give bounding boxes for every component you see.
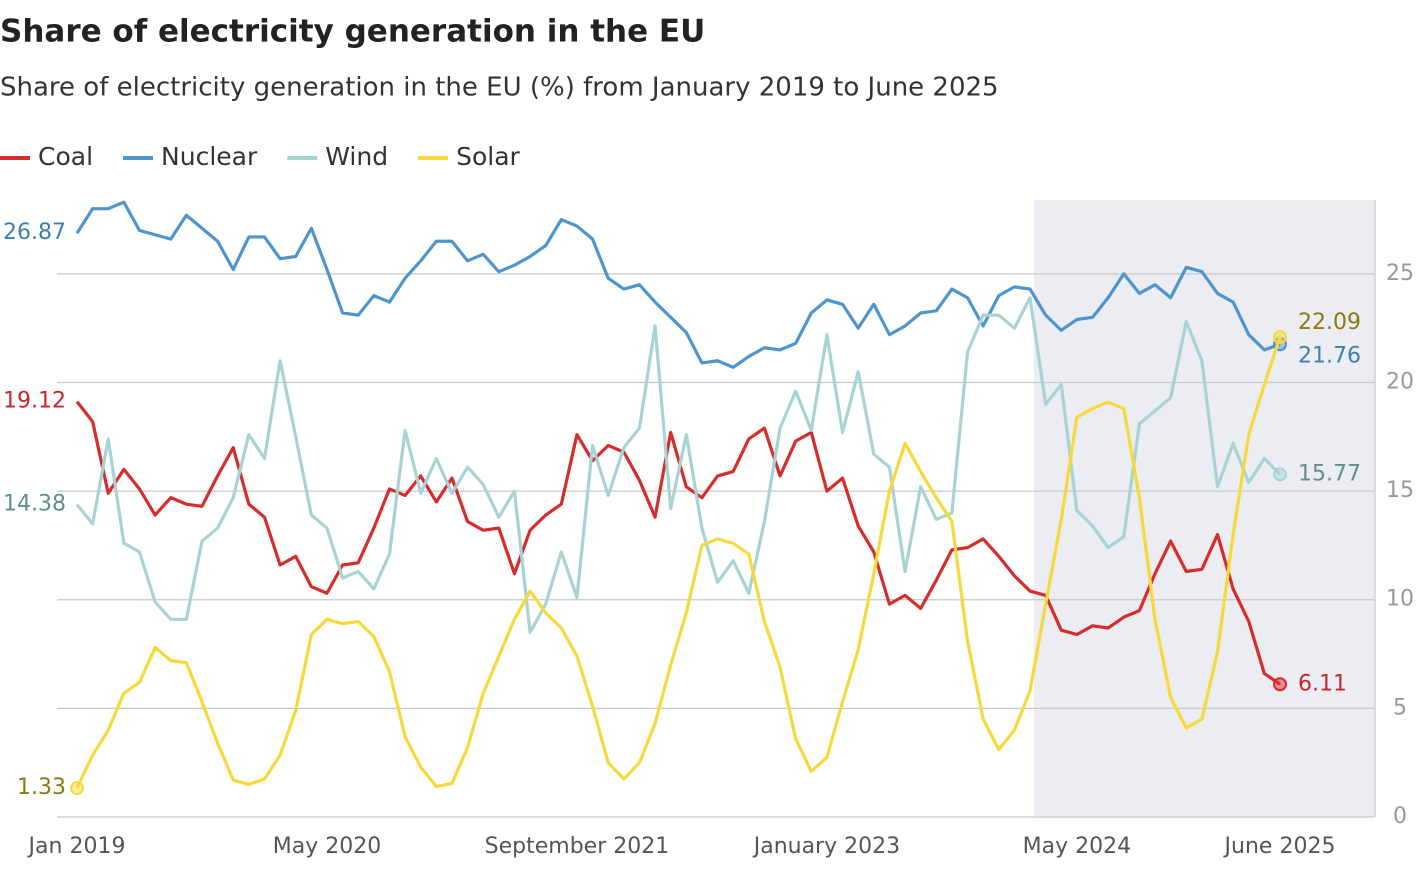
legend-label: Nuclear xyxy=(161,142,258,171)
labels: 0 5 10 15 20 25 Jan 2019 May 2020 September 2021… xyxy=(3,220,1414,859)
plot xyxy=(70,200,1287,796)
x-tick-label: May 2020 xyxy=(273,834,381,859)
y-tick-label: 25 xyxy=(1386,261,1414,286)
highlight-band xyxy=(1034,200,1375,817)
legend-label: Solar xyxy=(456,142,520,171)
x-tick-label: May 2024 xyxy=(1023,834,1131,859)
grid xyxy=(57,200,1376,818)
end-label: 21.76 xyxy=(1298,343,1361,368)
x-tick-label: January 2023 xyxy=(752,834,900,859)
series-line xyxy=(75,400,1281,686)
legend-label: Wind xyxy=(325,142,388,171)
x-tick-label: Jan 2019 xyxy=(27,834,126,859)
y-tick-label: 15 xyxy=(1386,478,1414,503)
y-tick-label: 5 xyxy=(1393,695,1407,720)
start-label: 14.38 xyxy=(3,492,66,517)
chart-subtitle: Share of electricity generation in the E… xyxy=(0,73,999,103)
start-label: 26.87 xyxy=(3,220,66,245)
end-label: 6.11 xyxy=(1298,671,1347,696)
end-label: 15.77 xyxy=(1298,461,1361,486)
end-marker xyxy=(1273,677,1287,692)
legend-label: Coal xyxy=(38,142,93,171)
chart-title: Share of electricity generation in the E… xyxy=(0,14,705,50)
x-tick-label: June 2025 xyxy=(1223,834,1336,859)
start-marker xyxy=(70,781,84,796)
start-label: 19.12 xyxy=(3,389,66,414)
x-tick-label: September 2021 xyxy=(485,834,670,859)
series-line xyxy=(75,336,1282,789)
start-label: 1.33 xyxy=(17,775,66,800)
legend: Coal Nuclear Wind Solar xyxy=(0,142,521,171)
y-tick-label: 20 xyxy=(1386,369,1414,394)
series-line xyxy=(75,200,1281,369)
y-tick-label: 10 xyxy=(1386,587,1414,612)
series-line xyxy=(75,296,1282,634)
end-label: 22.09 xyxy=(1298,310,1361,335)
y-tick-label: 0 xyxy=(1393,804,1407,829)
end-marker xyxy=(1273,467,1287,482)
end-marker xyxy=(1273,330,1287,345)
